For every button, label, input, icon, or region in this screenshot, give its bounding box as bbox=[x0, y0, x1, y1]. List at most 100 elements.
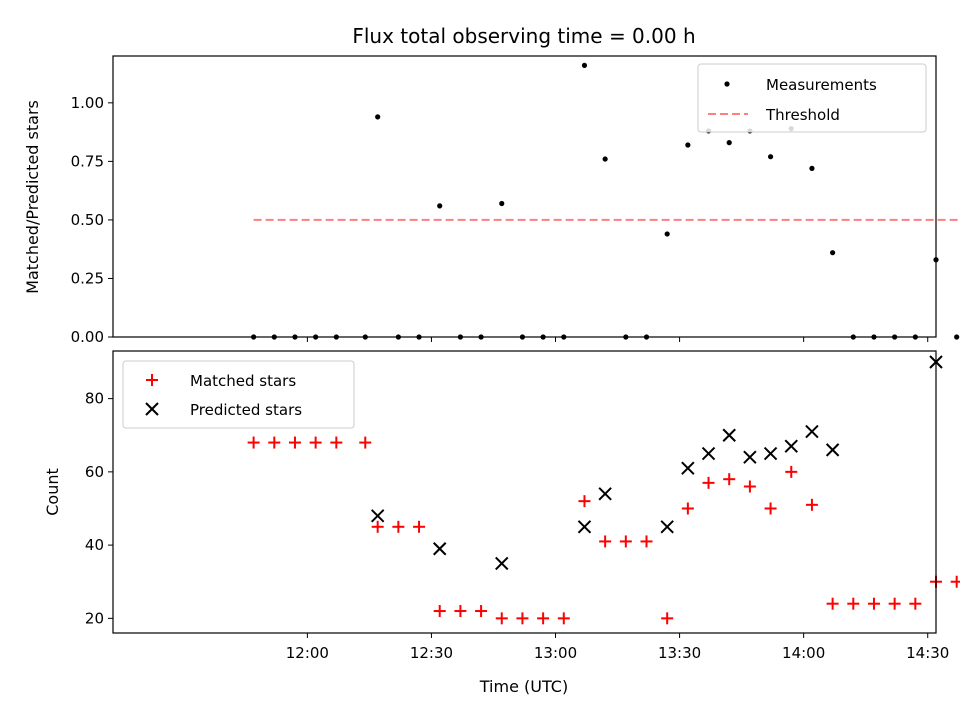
bottom-ytick-label: 20 bbox=[85, 609, 104, 627]
legend-measurements-marker bbox=[724, 81, 730, 87]
measurement-point bbox=[830, 250, 836, 256]
measurement-point bbox=[767, 154, 774, 160]
legend-predicted-marker bbox=[145, 402, 159, 416]
predicted-star-point bbox=[763, 446, 778, 461]
matched-star-point bbox=[495, 612, 508, 625]
legend-threshold-label: Threshold bbox=[765, 106, 840, 124]
top-ytick-label: 0.25 bbox=[71, 269, 104, 287]
bottom-ytick-label: 40 bbox=[85, 536, 104, 554]
matched-star-point bbox=[475, 605, 488, 618]
top-xticks bbox=[306, 337, 929, 342]
legend-matched-label: Matched stars bbox=[190, 372, 296, 390]
top-axes-frame bbox=[112, 55, 937, 338]
top-ytick-label: 0.50 bbox=[71, 211, 104, 229]
bottom-xtick-label: 14:00 bbox=[782, 644, 825, 662]
legend-measurements-label: Measurements bbox=[766, 76, 877, 94]
matched-star-point bbox=[805, 498, 818, 511]
bottom-xtick-label: 12:00 bbox=[286, 644, 329, 662]
predicted-star-point bbox=[805, 424, 819, 439]
matched-star-point bbox=[268, 436, 281, 449]
bottom-xtick-label: 13:00 bbox=[534, 644, 577, 662]
matched-star-point bbox=[392, 520, 405, 533]
matched-star-point bbox=[888, 597, 901, 610]
matched-star-point bbox=[743, 480, 756, 493]
top-ytick-label: 1.00 bbox=[71, 94, 104, 112]
measurement-point bbox=[809, 165, 815, 171]
measurement-point bbox=[499, 200, 505, 207]
matched-star-point bbox=[578, 495, 591, 508]
bottom-yticks: 20 40 60 80 bbox=[85, 390, 113, 627]
bottom-xticks: 12:00 12:30 13:00 13:30 14:00 14:30 bbox=[286, 633, 949, 662]
matched-star-point bbox=[723, 473, 736, 486]
predicted-star-point bbox=[701, 446, 716, 461]
legend-matched-marker bbox=[146, 374, 158, 386]
measurement-point bbox=[581, 62, 588, 68]
matched-star-point bbox=[909, 597, 922, 610]
matched-star-point bbox=[516, 612, 529, 625]
predicted-stars-points bbox=[370, 355, 943, 571]
top-ytick-label: 0.00 bbox=[71, 328, 104, 346]
matched-star-point bbox=[433, 605, 446, 618]
predicted-star-point bbox=[660, 520, 674, 534]
top-legend: Measurements Threshold bbox=[697, 63, 927, 133]
matched-star-point bbox=[661, 612, 674, 625]
bottom-legend-box bbox=[122, 360, 355, 429]
matched-star-point bbox=[826, 597, 839, 610]
bottom-axes-frame bbox=[112, 350, 937, 634]
top-ytick-label: 0.75 bbox=[71, 152, 104, 170]
matched-star-point bbox=[454, 605, 467, 618]
matched-star-point bbox=[867, 597, 880, 610]
measurement-point bbox=[375, 114, 381, 120]
predicted-star-point bbox=[577, 520, 592, 534]
top-yticks: 0.00 0.25 0.50 0.75 1.00 bbox=[71, 94, 113, 346]
matched-star-point bbox=[537, 612, 550, 625]
legend-predicted-label: Predicted stars bbox=[190, 401, 302, 419]
bottom-ytick-label: 80 bbox=[85, 390, 104, 408]
matched-stars-points bbox=[247, 436, 960, 625]
bottom-xtick-label: 13:30 bbox=[658, 644, 701, 662]
matched-star-point bbox=[288, 436, 301, 449]
measurement-point bbox=[726, 140, 732, 146]
matched-star-point bbox=[309, 436, 322, 449]
bottom-ylabel: Count bbox=[43, 468, 62, 516]
measurement-point bbox=[954, 334, 960, 340]
top-ylabel: Matched/Predicted stars bbox=[23, 100, 42, 294]
matched-star-point bbox=[950, 575, 960, 588]
top-panel: 0.00 0.25 0.50 0.75 1.00 Matched/Predicted s… bbox=[23, 55, 960, 346]
matched-star-point bbox=[247, 436, 260, 449]
matched-star-point bbox=[702, 476, 715, 489]
predicted-star-point bbox=[722, 428, 736, 442]
matched-star-point bbox=[557, 612, 570, 625]
predicted-star-point bbox=[825, 443, 840, 457]
bottom-ytick-label: 60 bbox=[85, 463, 104, 481]
measurement-point bbox=[437, 203, 443, 209]
matched-star-point bbox=[359, 436, 372, 449]
matched-star-point bbox=[847, 597, 860, 610]
predicted-star-point bbox=[598, 487, 612, 501]
bottom-xtick-label: 14:30 bbox=[906, 644, 949, 662]
measurement-point bbox=[602, 156, 608, 162]
matched-star-point bbox=[330, 436, 343, 449]
top-legend-box bbox=[697, 63, 927, 133]
matched-star-point bbox=[599, 535, 612, 548]
predicted-star-point bbox=[433, 542, 447, 556]
measurement-point bbox=[685, 142, 691, 148]
predicted-star-point bbox=[743, 450, 757, 464]
chart-title: Flux total observing time = 0.00 h bbox=[352, 24, 695, 48]
bottom-xlabel: Time (UTC) bbox=[479, 677, 568, 696]
predicted-star-point bbox=[370, 509, 385, 523]
matched-star-point bbox=[785, 465, 798, 478]
predicted-star-point bbox=[784, 439, 798, 453]
matched-star-point bbox=[640, 535, 653, 548]
matched-star-point bbox=[371, 520, 384, 533]
predicted-star-point bbox=[495, 556, 509, 571]
bottom-legend: Matched stars Predicted stars bbox=[122, 360, 355, 429]
bottom-xtick-label: 12:30 bbox=[410, 644, 453, 662]
matched-star-point bbox=[619, 535, 632, 548]
matched-star-point bbox=[681, 502, 694, 515]
measurement-point bbox=[664, 231, 670, 237]
matched-star-point bbox=[413, 520, 426, 533]
predicted-star-point bbox=[681, 461, 695, 475]
